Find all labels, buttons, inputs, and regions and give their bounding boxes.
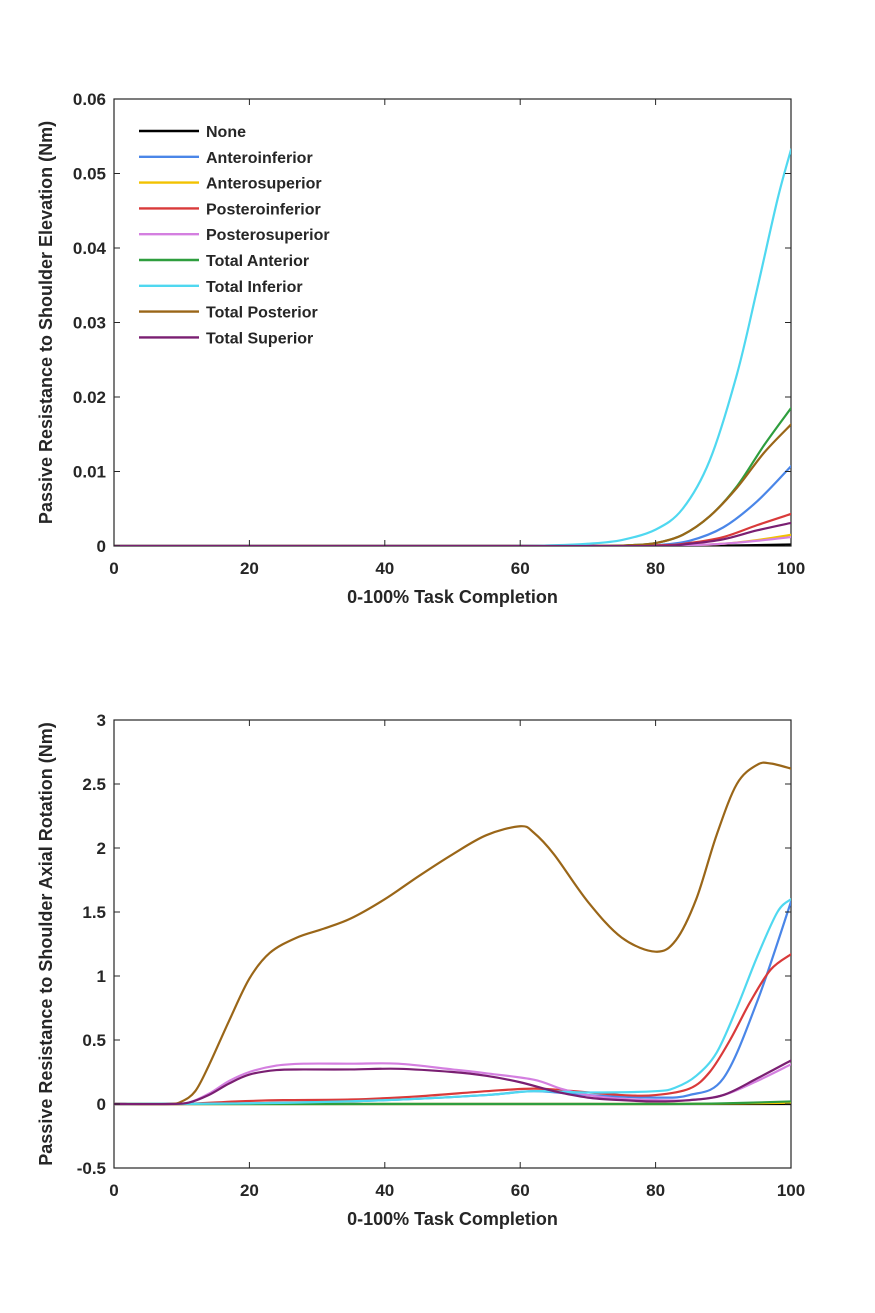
- y-tick-label: 0.02: [73, 388, 106, 407]
- legend: None Anteroinferior Anterosuperior Posteroi…: [139, 124, 330, 347]
- y-tick-label: 0.5: [82, 1031, 106, 1050]
- y-tick-label: 0.04: [73, 239, 107, 258]
- series-line-total-inferior: [114, 148, 791, 546]
- legend-label: Posterosuperior: [206, 227, 330, 244]
- axial-rotation-plot: 0 20 40 60 80 100-0.500.511.522.530-100% Task…: [36, 711, 805, 1229]
- y-axis-label: Passive Resistance to Shoulder Axial Rot…: [36, 722, 56, 1165]
- x-tick-label: 40: [375, 1181, 394, 1200]
- y-tick-label: 0: [97, 537, 106, 556]
- x-tick-label: 100: [777, 1181, 805, 1200]
- y-tick-label: 0.05: [73, 165, 106, 184]
- series-line-total-superior: [114, 521, 791, 546]
- legend-label: Total Anterior: [206, 253, 309, 270]
- legend-label: None: [206, 124, 246, 141]
- y-axis-label: Passive Resistance to Shoulder Elevation…: [36, 121, 56, 524]
- y-tick-label: 1.5: [82, 903, 106, 922]
- series-line-total-superior: [114, 1059, 791, 1106]
- x-tick-label: 80: [646, 1181, 665, 1200]
- x-tick-label: 60: [511, 559, 530, 578]
- x-tick-label: 60: [511, 1181, 530, 1200]
- plot-area: [113, 98, 792, 547]
- x-tick-label: 100: [777, 559, 805, 578]
- legend-label: Anterosuperior: [206, 176, 322, 193]
- x-tick-label: 80: [646, 559, 665, 578]
- elevation-plot: 0 20 40 60 80 100 0 0.01 0.02 0.03 0.04 0.05 0.06 0-1…: [36, 90, 805, 607]
- y-tick-label: 0: [97, 1095, 106, 1114]
- series-line-total-posterior: [114, 761, 791, 1106]
- y-tick-label: 2.5: [82, 775, 106, 794]
- x-tick-label: 20: [240, 559, 259, 578]
- y-tick-label: 0.06: [73, 90, 106, 109]
- series-line-total-inferior: [114, 898, 791, 1106]
- y-tick-label: 0.01: [73, 463, 106, 482]
- x-tick-label: 40: [375, 559, 394, 578]
- y-tick-label: 3: [97, 711, 106, 730]
- x-tick-label: 20: [240, 1181, 259, 1200]
- legend-label: Total Posterior: [206, 305, 318, 322]
- legend-label: Anteroinferior: [206, 150, 313, 167]
- legend-label: Total Superior: [206, 330, 313, 347]
- legend-label: Total Inferior: [206, 279, 303, 296]
- x-tick-label: 0: [109, 559, 118, 578]
- y-tick-label: 0.03: [73, 314, 106, 333]
- legend-label: Posteroinferior: [206, 201, 321, 218]
- x-tick-label: 0: [109, 1181, 118, 1200]
- x-axis-label: 0-100% Task Completion: [347, 587, 558, 607]
- x-axis-label: 0-100% Task Completion: [347, 1209, 558, 1229]
- series-group: [114, 148, 791, 546]
- y-tick-label: 2: [97, 839, 106, 858]
- series-line-total-posterior: [114, 423, 791, 546]
- y-tick-label: 1: [97, 967, 106, 986]
- series-group: [114, 761, 791, 1106]
- y-tick-label: -0.5: [77, 1159, 106, 1178]
